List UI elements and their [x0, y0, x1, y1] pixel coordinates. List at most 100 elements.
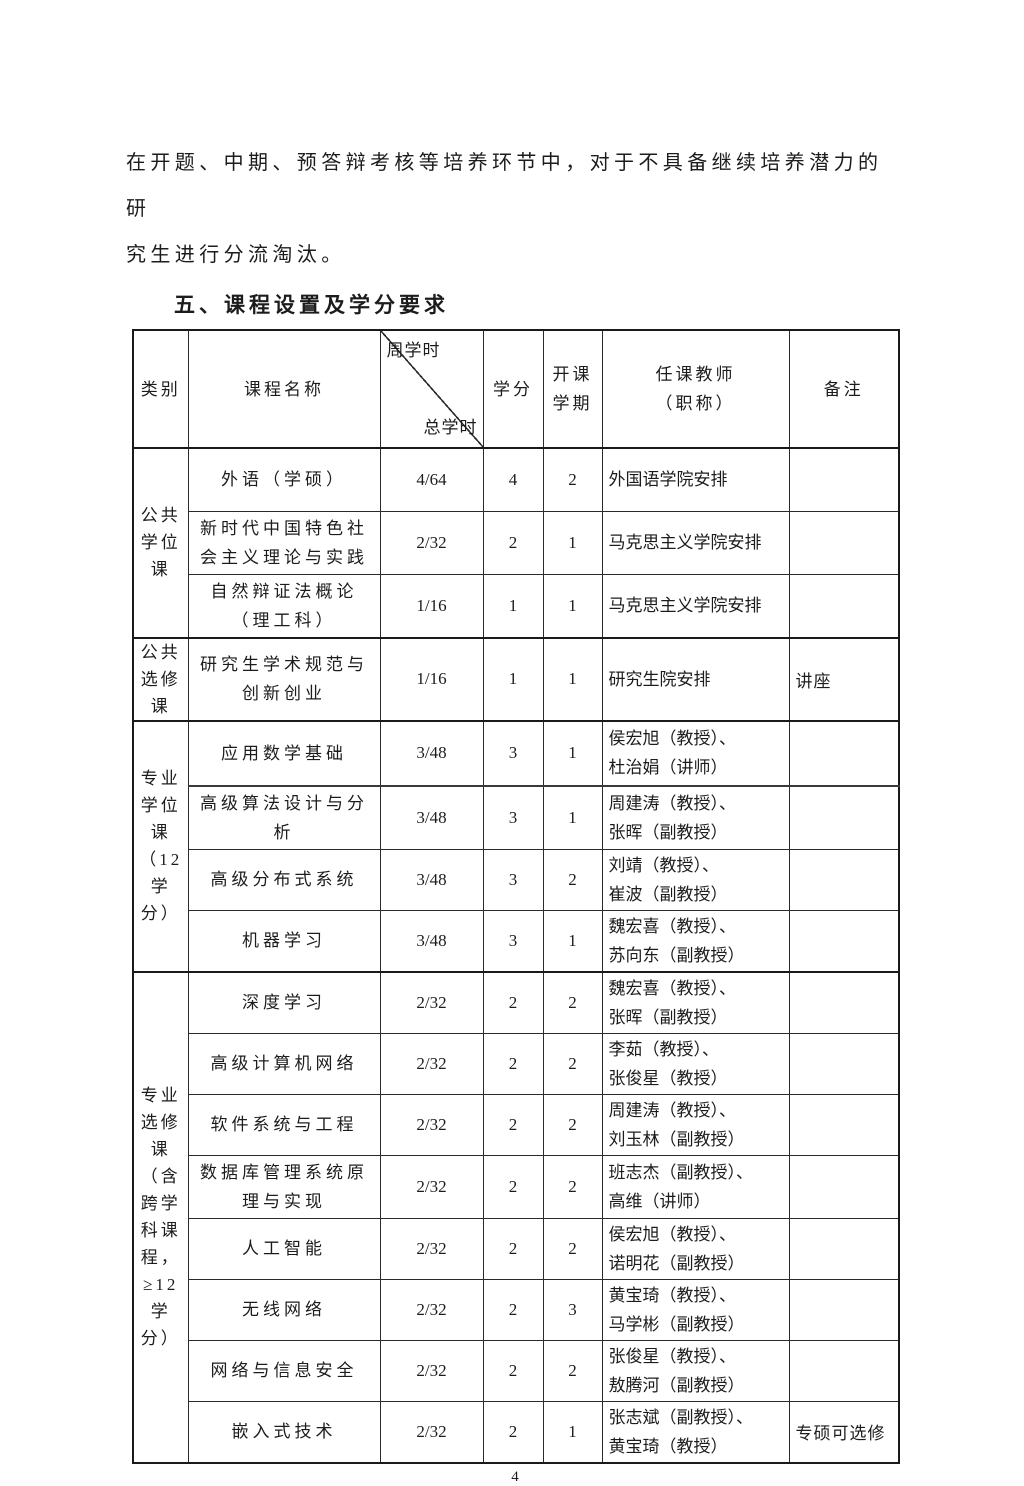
semester-cell: 1 — [542, 719, 603, 786]
course-name-cell: 机器学习 — [187, 909, 381, 972]
teacher-cell: 黄宝琦（教授）、 马学彬（副教授） — [601, 1278, 790, 1341]
semester-cell: 2 — [542, 1339, 603, 1402]
remark-cell — [788, 719, 900, 786]
category-cell-major-elective: 专业 选修 课 （含 跨学 科课 程， ≥12 学 分） — [132, 970, 189, 1463]
semester-cell: 1 — [542, 510, 603, 575]
remark-cell: 专硕可选修 — [788, 1400, 900, 1463]
intro-paragraph: 在开题、中期、预答辩考核等培养环节中，对于不具备继续培养潜力的研 究生进行分流淘… — [126, 152, 883, 266]
course-name-cell: 外语（学硕） — [187, 447, 381, 512]
semester-cell: 1 — [542, 784, 603, 850]
page-number: 4 — [511, 1468, 519, 1485]
table-row: 无线网络 2/32 2 3 黄宝琦（教授）、 马学彬（副教授） — [133, 1278, 900, 1341]
teacher-cell: 周建涛（教授）、 刘玉林（副教授） — [601, 1093, 790, 1156]
remark-cell — [788, 1093, 900, 1156]
hours-cell: 2/32 — [379, 510, 484, 575]
table-row: 专业 学位 课 （12 学 分） 应用数学基础 3/48 3 1 侯宏旭（教授）… — [132, 719, 900, 972]
remark-cell — [788, 510, 900, 575]
col-header-hours: 周学时 总学时 — [379, 329, 484, 449]
hours-cell: 2/32 — [379, 1154, 484, 1219]
credits-cell: 2 — [482, 1278, 544, 1341]
credits-cell: 2 — [482, 1154, 544, 1219]
credits-cell: 2 — [482, 510, 544, 575]
hours-cell: 2/32 — [379, 1400, 484, 1463]
hours-cell: 2/32 — [379, 970, 484, 1034]
course-name-cell: 研究生学术规范与 创新创业 — [187, 636, 381, 721]
col-header-remarks: 备注 — [788, 329, 900, 449]
col-header-semester: 开课 学期 — [542, 329, 603, 449]
credits-cell: 3 — [482, 909, 544, 972]
teacher-cell: 张志斌（副教授）、 黄宝琦（教授） — [601, 1400, 790, 1463]
remark-cell — [788, 1278, 900, 1341]
table-row: 新时代中国特色社 会主义理论与实践 2/32 2 1 马克思主义学院安排 — [133, 510, 900, 575]
teacher-cell: 研究生院安排 — [601, 636, 790, 721]
table-row: 数据库管理系统原 理与实现 2/32 2 2 班志杰（副教授）、 高维（讲师） — [133, 1154, 900, 1219]
remark-cell — [788, 970, 900, 1034]
table-row: 机器学习 3/48 3 1 魏宏喜（教授）、 苏向东（副教授） — [133, 909, 900, 972]
teacher-cell: 刘靖（教授）、 崔波（副教授） — [601, 848, 790, 911]
teacher-cell: 李茹（教授）、 张俊星（教授） — [601, 1032, 790, 1095]
remark-cell — [788, 1032, 900, 1095]
credits-cell: 3 — [482, 719, 544, 786]
remark-cell — [788, 848, 900, 911]
teacher-cell: 魏宏喜（教授）、 张晖（副教授） — [601, 970, 790, 1034]
table-header-row: 类别 课程名称 周学时 总学时 学分 开课 学期 任课教师 （职称） 备注 — [132, 329, 900, 449]
hours-cell: 2/32 — [379, 1217, 484, 1280]
credits-cell: 3 — [482, 784, 544, 850]
semester-cell: 1 — [542, 573, 603, 638]
course-name-cell: 高级算法设计与分 析 — [187, 784, 381, 850]
course-name-cell: 深度学习 — [187, 970, 381, 1034]
remark-cell: 讲座 — [788, 636, 900, 721]
semester-cell: 1 — [542, 909, 603, 972]
table-row: 高级计算机网络 2/32 2 2 李茹（教授）、 张俊星（教授） — [133, 1032, 900, 1095]
teacher-cell: 张俊星（教授）、 敖腾河（副教授） — [601, 1339, 790, 1402]
hours-cell: 2/32 — [379, 1278, 484, 1341]
semester-cell: 1 — [542, 1400, 603, 1463]
semester-cell: 2 — [542, 1154, 603, 1219]
table-row: 网络与信息安全 2/32 2 2 张俊星（教授）、 敖腾河（副教授） — [133, 1339, 900, 1402]
credits-cell: 2 — [482, 1400, 544, 1463]
semester-cell: 1 — [542, 636, 603, 721]
table-row: 高级算法设计与分 析 3/48 3 1 周建涛（教授）、 张晖（副教授） — [133, 784, 900, 850]
table-row: 嵌入式技术 2/32 2 1 张志斌（副教授）、 黄宝琦（教授） 专硕可选修 — [133, 1400, 900, 1463]
teacher-cell: 周建涛（教授）、 张晖（副教授） — [601, 784, 790, 850]
table-row: 专业 选修 课 （含 跨学 科课 程， ≥12 学 分） 深度学习 2/32 2… — [132, 970, 900, 1463]
col-header-category: 类别 — [132, 329, 189, 449]
semester-cell: 2 — [542, 447, 603, 512]
course-name-cell: 软件系统与工程 — [187, 1093, 381, 1156]
course-table: 类别 课程名称 周学时 总学时 学分 开课 学期 任课教师 （职称） 备注 公共… — [132, 329, 900, 1464]
category-cell-major-degree: 专业 学位 课 （12 学 分） — [132, 719, 189, 972]
course-name-cell: 应用数学基础 — [187, 719, 381, 786]
course-name-cell: 高级计算机网络 — [187, 1032, 381, 1095]
credits-cell: 3 — [482, 848, 544, 911]
hours-cell: 2/32 — [379, 1032, 484, 1095]
diagonal-divider — [380, 331, 483, 447]
hours-cell: 3/48 — [379, 909, 484, 972]
teacher-cell: 侯宏旭（教授）、 诺明花（副教授） — [601, 1217, 790, 1280]
credits-cell: 2 — [482, 1032, 544, 1095]
semester-cell: 3 — [542, 1278, 603, 1341]
credits-cell: 2 — [482, 1093, 544, 1156]
teacher-cell: 马克思主义学院安排 — [601, 573, 790, 638]
course-name-cell: 新时代中国特色社 会主义理论与实践 — [187, 510, 381, 575]
table-row: 自然辩证法概论 （理工科） 1/16 1 1 马克思主义学院安排 — [133, 573, 900, 638]
section-heading: 五、课程设置及学分要求 — [174, 293, 449, 317]
remark-cell — [788, 447, 900, 512]
hours-cell: 3/48 — [379, 848, 484, 911]
course-name-cell: 自然辩证法概论 （理工科） — [187, 573, 381, 638]
table-row: 公共 选修 课 研究生学术规范与 创新创业 1/16 1 1 研究生院安排 讲座 — [132, 636, 900, 721]
category-cell-public-degree: 公共 学位 课 — [132, 447, 189, 638]
semester-cell: 2 — [542, 1093, 603, 1156]
teacher-cell: 马克思主义学院安排 — [601, 510, 790, 575]
credits-cell: 2 — [482, 1339, 544, 1402]
credits-cell: 2 — [482, 970, 544, 1034]
remark-cell — [788, 1339, 900, 1402]
course-name-cell: 嵌入式技术 — [187, 1400, 381, 1463]
table-row: 高级分布式系统 3/48 3 2 刘靖（教授）、 崔波（副教授） — [133, 848, 900, 911]
teacher-cell: 侯宏旭（教授）、 杜治娟（讲师） — [601, 719, 790, 786]
hours-cell: 2/32 — [379, 1093, 484, 1156]
table-row: 公共 学位 课 外语（学硕） 4/64 4 2 外国语学院安排 — [132, 447, 900, 638]
credits-cell: 1 — [482, 573, 544, 638]
remark-cell — [788, 1154, 900, 1219]
remark-cell — [788, 1217, 900, 1280]
semester-cell: 2 — [542, 970, 603, 1034]
